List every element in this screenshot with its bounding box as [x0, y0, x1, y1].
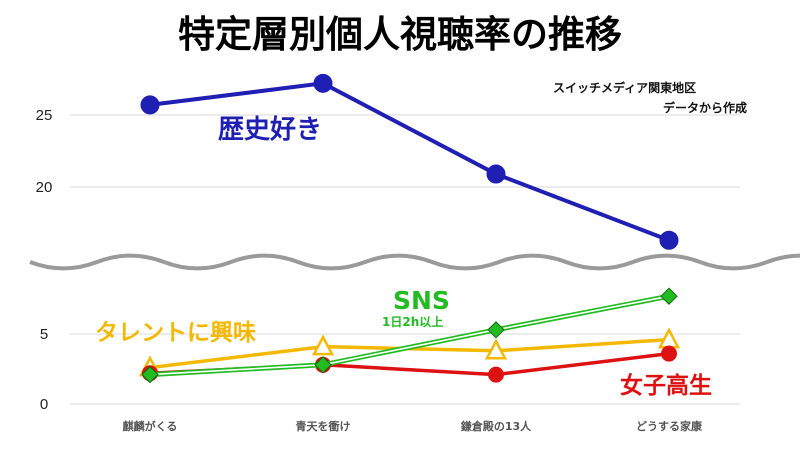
series-layer [138, 73, 681, 384]
data-point [141, 365, 159, 384]
series-label-sns: SNS [393, 286, 450, 315]
data-point [311, 334, 335, 356]
source-note-line-1: スイッチメディア関東地区 [553, 80, 696, 95]
series-line-core [149, 295, 670, 376]
series-label-history: 歴史好き [218, 115, 322, 145]
series-joshi [142, 345, 677, 383]
y-axis-ticks: 25 20 5 0 [36, 107, 53, 413]
chart-title: 特定層別個人視聴率の推移 [178, 13, 622, 56]
series-sublabel-sns: 1日2h以上 [382, 314, 443, 329]
axis-break-wave [29, 253, 800, 271]
data-point [487, 321, 505, 339]
data-point [314, 356, 332, 374]
y-tick-label: 0 [40, 396, 48, 413]
gridlines [70, 114, 740, 405]
x-tick-label: 青天を衝け [296, 419, 351, 433]
series-sns [141, 287, 678, 384]
data-point [660, 287, 678, 305]
x-tick-label: どうする家康 [636, 419, 703, 433]
series-line [149, 81, 670, 243]
y-tick-label: 20 [36, 179, 53, 196]
data-point [140, 95, 160, 115]
x-tick-label: 麒麟がくる [123, 419, 178, 433]
data-point [659, 230, 679, 250]
data-point [488, 366, 504, 383]
data-point [661, 345, 677, 362]
data-point [313, 73, 333, 93]
data-point [486, 164, 506, 184]
y-tick-label: 25 [36, 107, 53, 124]
y-tick-label: 5 [40, 326, 48, 343]
series-label-joshi: 女子高生 [620, 372, 712, 399]
x-tick-label: 鎌倉殿の13人 [460, 419, 532, 433]
source-note-line-2: データから作成 [663, 100, 747, 115]
x-axis-ticks: 麒麟がくる 青天を衝け 鎌倉殿の13人 どうする家康 [123, 419, 703, 433]
series-history [140, 73, 679, 250]
data-point [484, 338, 508, 360]
series-label-talent: タレントに興味 [95, 319, 256, 346]
